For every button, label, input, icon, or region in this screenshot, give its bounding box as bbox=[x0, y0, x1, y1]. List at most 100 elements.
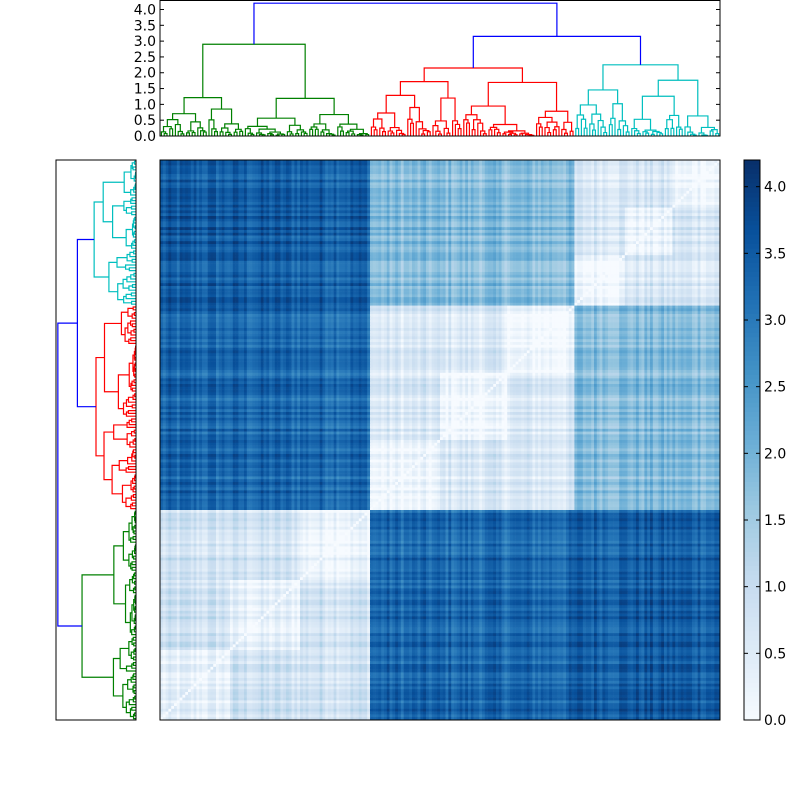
heatmap-cell bbox=[443, 163, 446, 166]
heatmap-cell bbox=[210, 166, 213, 169]
heatmap-cell bbox=[474, 163, 477, 166]
heatmap-cell bbox=[398, 163, 401, 166]
heatmap-cell bbox=[544, 163, 547, 166]
dendrogram-link bbox=[215, 132, 218, 136]
heatmap-cell bbox=[535, 163, 538, 166]
heatmap-cell bbox=[275, 163, 278, 166]
heatmap-cell bbox=[194, 163, 197, 166]
heatmap-cell bbox=[527, 163, 530, 166]
heatmap-cell bbox=[345, 166, 348, 169]
heatmap-cell bbox=[420, 166, 423, 169]
heatmap-cell bbox=[370, 166, 373, 169]
heatmap-cell bbox=[367, 166, 370, 169]
heatmap-cell bbox=[390, 166, 393, 169]
heatmap-cell bbox=[191, 166, 194, 169]
heatmap-cell bbox=[398, 166, 401, 169]
heatmap-cell bbox=[227, 163, 230, 166]
heatmap-cell bbox=[367, 163, 370, 166]
heatmap-cell bbox=[278, 163, 281, 166]
heatmap-cell bbox=[314, 166, 317, 169]
heatmap-cell bbox=[465, 163, 468, 166]
heatmap-cell bbox=[233, 166, 236, 169]
heatmap-cell bbox=[292, 166, 295, 169]
heatmap-cell bbox=[689, 163, 692, 166]
dendrogram-link bbox=[577, 115, 583, 128]
dendrogram-link bbox=[123, 279, 129, 288]
heatmap-cell bbox=[230, 166, 233, 169]
dendrogram-link bbox=[466, 115, 477, 120]
heatmap-cell bbox=[420, 163, 423, 166]
heatmap-cell bbox=[395, 166, 398, 169]
dendrogram-link bbox=[184, 98, 221, 114]
heatmap-cell bbox=[362, 163, 365, 166]
heatmap-cell bbox=[658, 163, 661, 166]
heatmap-cell bbox=[440, 163, 443, 166]
heatmap-cell bbox=[432, 163, 435, 166]
dendrogram-link bbox=[128, 680, 133, 689]
heatmap-cell bbox=[185, 163, 188, 166]
heatmap-cell bbox=[182, 166, 185, 169]
heatmap-cell bbox=[390, 163, 393, 166]
dendrogram-link bbox=[129, 420, 136, 424]
heatmap-cell bbox=[222, 166, 225, 169]
heatmap-cell bbox=[208, 163, 211, 166]
heatmap-cell bbox=[258, 163, 261, 166]
heatmap-cell bbox=[426, 166, 429, 169]
heatmap-cell bbox=[362, 166, 365, 169]
y-tick-label: 0.0 bbox=[134, 129, 156, 145]
heatmap-cell bbox=[700, 163, 703, 166]
heatmap-cell bbox=[488, 163, 491, 166]
heatmap-cell bbox=[636, 163, 639, 166]
y-tick-label: 1.5 bbox=[134, 82, 156, 98]
heatmap-cell bbox=[482, 163, 485, 166]
heatmap-cell bbox=[205, 166, 208, 169]
heatmap-cell bbox=[376, 163, 379, 166]
heatmap-cell bbox=[415, 166, 418, 169]
heatmap-cell bbox=[681, 163, 684, 166]
y-tick-label: 3.5 bbox=[134, 18, 156, 34]
heatmap-cell bbox=[356, 166, 359, 169]
heatmap-cell bbox=[252, 163, 255, 166]
heatmap-cell bbox=[460, 163, 463, 166]
heatmap-cell bbox=[202, 166, 205, 169]
heatmap-cell bbox=[331, 166, 334, 169]
heatmap-cell bbox=[664, 163, 667, 166]
heatmap-cell bbox=[264, 163, 267, 166]
heatmap-cell bbox=[359, 163, 362, 166]
heatmap-cell bbox=[336, 166, 339, 169]
heatmap-cell bbox=[280, 163, 283, 166]
heatmap-cell bbox=[639, 163, 642, 166]
heatmap-cell bbox=[359, 166, 362, 169]
heatmap-cell bbox=[353, 163, 356, 166]
dendrogram-link bbox=[129, 467, 136, 470]
dendrogram-link bbox=[665, 129, 668, 136]
heatmap-cell bbox=[409, 166, 412, 169]
dendrogram-link bbox=[124, 201, 131, 210]
heatmap-cell bbox=[647, 163, 650, 166]
heatmap-cell bbox=[429, 166, 432, 169]
dendrogram-link bbox=[670, 115, 679, 127]
heatmap-cell bbox=[387, 166, 390, 169]
top-dendrogram-y-axis: 0.00.51.01.52.02.53.03.54.0 bbox=[134, 2, 720, 145]
dendrogram-link bbox=[553, 130, 556, 136]
heatmap-cell bbox=[233, 163, 236, 166]
heatmap-cell bbox=[289, 163, 292, 166]
heatmap-cell bbox=[261, 163, 264, 166]
dendrogram-link bbox=[129, 268, 136, 271]
heatmap-cell bbox=[608, 163, 611, 166]
heatmap-cell bbox=[552, 163, 555, 166]
dendrogram-link bbox=[341, 131, 344, 136]
heatmap-cell bbox=[628, 163, 631, 166]
dendrogram-link bbox=[132, 707, 136, 710]
heatmap-cell bbox=[320, 166, 323, 169]
heatmap-cell bbox=[493, 163, 496, 166]
heatmap-cell bbox=[518, 163, 521, 166]
heatmap-cell bbox=[485, 163, 488, 166]
dendrogram-link bbox=[458, 129, 461, 136]
heatmap-cell bbox=[504, 163, 507, 166]
heatmap-cell bbox=[255, 166, 258, 169]
dendrogram-link bbox=[710, 131, 713, 136]
heatmap-cell bbox=[490, 163, 493, 166]
heatmap-cell bbox=[684, 163, 687, 166]
